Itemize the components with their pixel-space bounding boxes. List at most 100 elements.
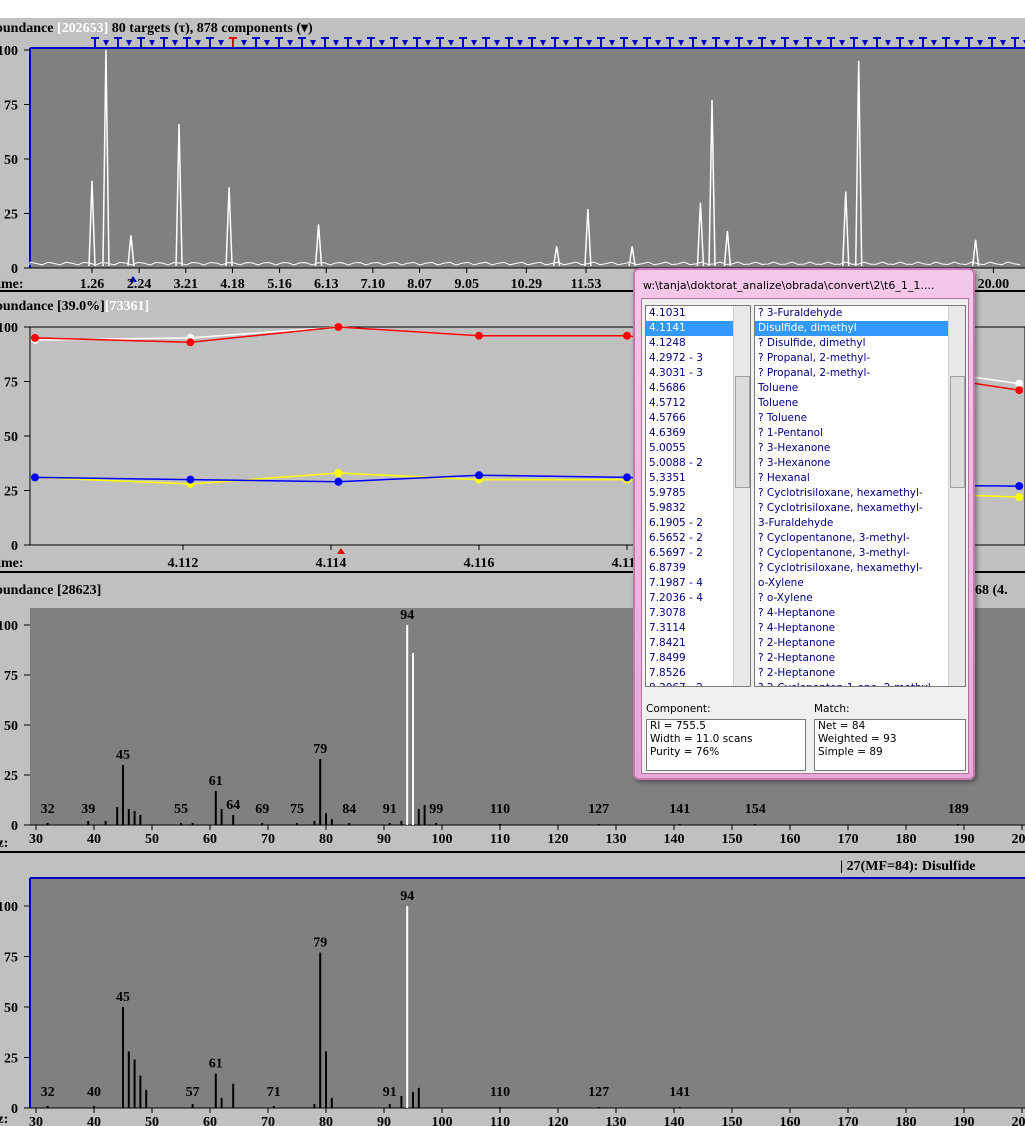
list-item[interactable]: ? o-Xylene [758,592,813,604]
list-item[interactable]: 7.8421 [649,637,686,649]
y-tick-label: 25 [4,485,18,500]
list-item[interactable]: 4.6369 [649,427,686,439]
component-marker [241,40,247,46]
x-tick-label: 70 [261,832,275,847]
profile-point [186,475,195,484]
list-item[interactable]: 4.5766 [649,412,686,424]
peak-label: 57 [186,1085,200,1100]
list-item[interactable]: Disulfide, dimethyl [755,321,948,336]
list-item[interactable]: 7.3078 [649,607,686,619]
list-item[interactable]: 6.5652 - 2 [649,532,703,544]
target-marker [252,37,260,47]
list-item[interactable]: ? 2-Cyclopenten-1-one, 2-methyl- [755,681,948,686]
list-item[interactable]: ? 3-Hexanone [758,457,831,469]
component-marker [793,40,799,46]
name-list[interactable]: ? 3-Furaldehyde Disulfide, dimethyl? Disu… [754,305,966,687]
component-marker [126,40,132,46]
list-item[interactable]: 7.8526 [649,667,686,679]
target-marker [482,37,490,47]
peak-label: 94 [400,608,414,623]
list-item[interactable]: 3-Furaldehyde [758,517,834,529]
list-item[interactable]: o-Xylene [758,577,804,589]
list-item[interactable]: 7.3114 [649,622,686,634]
peak [628,246,636,267]
component-marker [379,40,385,46]
list-item[interactable]: ? Cyclopentanone, 3-methyl- [758,532,910,544]
x-tick-label: 3.21 [174,277,199,292]
list-item[interactable]: 4.5712 [649,397,686,409]
list-item[interactable]: 5.0088 - 2 [649,457,703,469]
list-item[interactable]: ? 3-Hexanone [758,442,831,454]
list-item[interactable]: 4.5686 [649,382,686,394]
target-marker [160,37,168,47]
component-dialog[interactable]: w:\tanja\doktorat_analize\obrada\convert… [633,268,975,780]
scroll-thumb[interactable] [950,376,965,488]
list-item[interactable]: ? 4-Heptanone [758,622,836,634]
list-item[interactable]: 6.8739 [649,562,686,574]
list-item[interactable]: ? 2-Heptanone [758,667,836,679]
target-marker [206,37,214,47]
list-item[interactable]: Toluene [758,397,799,409]
target-marker [597,37,605,47]
x-tick-label: 10.29 [511,277,543,292]
list-item[interactable]: 6.5697 - 2 [649,547,703,559]
list-item[interactable]: 5.9785 [649,487,686,499]
list-item[interactable]: 4.2972 - 3 [649,352,703,364]
list-item[interactable]: ? Cyclotrisiloxane, hexamethyl- [758,502,923,514]
x-tick-label: 170 [838,1115,859,1126]
scroll-thumb[interactable] [735,376,750,488]
list-item[interactable]: ? Cyclotrisiloxane, hexamethyl- [758,562,923,574]
list-item[interactable]: 4.1031 [649,307,686,319]
target-marker [850,37,858,47]
list-item[interactable]: ? 1-Pentanol [758,427,823,439]
scrollbar[interactable] [948,306,965,686]
list-item[interactable]: ? Toluene [758,412,808,424]
header-label: Abundance [0,21,53,36]
list-item[interactable]: 5.9832 [649,502,686,514]
x-tick-label: 80 [319,832,333,847]
list-item[interactable]: 4.1248 [649,337,686,349]
target-marker [712,37,720,47]
list-item[interactable]: Toluene [758,382,799,394]
y-tick-label: 25 [4,769,18,784]
target-marker [137,37,145,47]
y-tick-label: 100 [0,619,18,634]
list-item[interactable]: ? Cyclotrisiloxane, hexamethyl- [758,487,923,499]
header-scan: 668 (4. [968,583,1008,598]
baseline-noise [29,261,1021,266]
target-marker [390,37,398,47]
x-tick-label: 8.07 [407,277,432,292]
list-item[interactable]: ? Propanal, 2-methyl- [758,352,871,364]
list-item[interactable]: ? Cyclopentanone, 3-methyl- [758,547,910,559]
component-marker [724,40,730,46]
y-tick-label: 25 [4,1052,18,1067]
list-item[interactable]: 4.3031 - 3 [649,367,703,379]
component-marker [402,40,408,46]
list-item[interactable]: 6.1905 - 2 [649,517,703,529]
profile-point [1015,379,1024,388]
list-item[interactable]: 8.3067 - 2 [646,681,733,686]
scrollbar[interactable] [733,306,750,686]
component-marker [632,40,638,46]
list-item[interactable]: 4.1141 [646,321,733,336]
list-item[interactable]: ? Propanal, 2-methyl- [758,367,871,379]
profile-point [475,331,483,340]
profile-point [1015,482,1024,491]
list-item[interactable]: 5.0055 [649,442,686,454]
list-item[interactable]: ? 3-Furaldehyde [758,307,843,319]
list-item[interactable]: ? 2-Heptanone [758,652,836,664]
header-label: Abundance [0,583,53,598]
time-list[interactable]: 4.1031 4.1141 4.1248 4.2972 - 3 4.3031 - 3 4.… [645,305,751,687]
component-marker [264,40,270,46]
x-tick-label: 30 [29,1115,43,1126]
component-marker [517,40,523,46]
list-item[interactable]: ? 2-Heptanone [758,637,836,649]
list-item[interactable]: ? 4-Heptanone [758,607,836,619]
list-item[interactable]: 7.1987 - 4 [649,577,703,589]
list-item[interactable]: 5.3351 [649,472,686,484]
list-item[interactable]: 7.2036 - 4 [649,592,703,604]
list-item[interactable]: ? Disulfide, dimethyl [758,337,866,349]
list-item[interactable]: 7.8499 [649,652,686,664]
list-item[interactable]: ? Hexanal [758,472,810,484]
x-tick-label: 160 [780,832,801,847]
